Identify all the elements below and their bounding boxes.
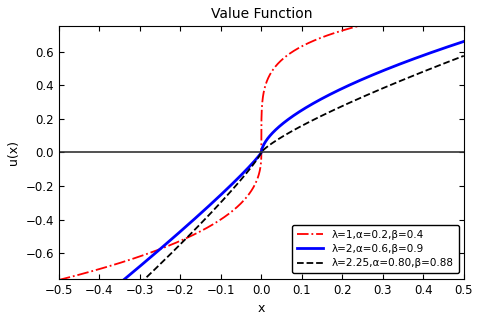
λ=2,α=0.6,β=0.9 xyxy=(130,270,135,274)
λ=2.25,α=0.80,β=0.88 xyxy=(461,54,467,58)
Line: λ=1,α=0.2,β=0.4: λ=1,α=0.2,β=0.4 xyxy=(59,6,464,280)
λ=2,α=0.6,β=0.9 xyxy=(299,108,305,112)
λ=2.25,α=0.80,β=0.88 xyxy=(299,124,305,128)
λ=2.25,α=0.80,β=0.88 xyxy=(319,114,325,118)
λ=1,α=0.2,β=0.4 xyxy=(389,16,395,20)
λ=2,α=0.6,β=0.9 xyxy=(358,78,364,82)
λ=2.25,α=0.80,β=0.88 xyxy=(130,289,135,293)
λ=2.25,α=0.80,β=0.88 xyxy=(211,208,216,212)
X-axis label: x: x xyxy=(258,302,265,315)
λ=1,α=0.2,β=0.4 xyxy=(211,222,216,226)
λ=1,α=0.2,β=0.4 xyxy=(299,44,305,48)
λ=1,α=0.2,β=0.4 xyxy=(56,278,62,282)
Line: λ=2.25,α=0.80,β=0.88: λ=2.25,α=0.80,β=0.88 xyxy=(59,56,464,322)
λ=2,α=0.6,β=0.9 xyxy=(319,97,325,100)
Legend: λ=1,α=0.2,β=0.4, λ=2,α=0.6,β=0.9, λ=2.25,α=0.80,β=0.88: λ=1,α=0.2,β=0.4, λ=2,α=0.6,β=0.9, λ=2.25… xyxy=(292,225,458,273)
λ=2,α=0.6,β=0.9 xyxy=(211,200,216,204)
λ=2.25,α=0.80,β=0.88 xyxy=(389,82,395,86)
λ=1,α=0.2,β=0.4 xyxy=(319,35,325,39)
λ=1,α=0.2,β=0.4 xyxy=(358,24,364,27)
λ=1,α=0.2,β=0.4 xyxy=(130,257,135,261)
Line: λ=2,α=0.6,β=0.9: λ=2,α=0.6,β=0.9 xyxy=(59,42,464,322)
λ=2,α=0.6,β=0.9 xyxy=(461,40,467,43)
λ=2,α=0.6,β=0.9 xyxy=(389,65,395,69)
Y-axis label: u(x): u(x) xyxy=(7,140,20,165)
Title: Value Function: Value Function xyxy=(211,7,312,21)
λ=2.25,α=0.80,β=0.88 xyxy=(358,96,364,99)
λ=1,α=0.2,β=0.4 xyxy=(461,4,467,8)
